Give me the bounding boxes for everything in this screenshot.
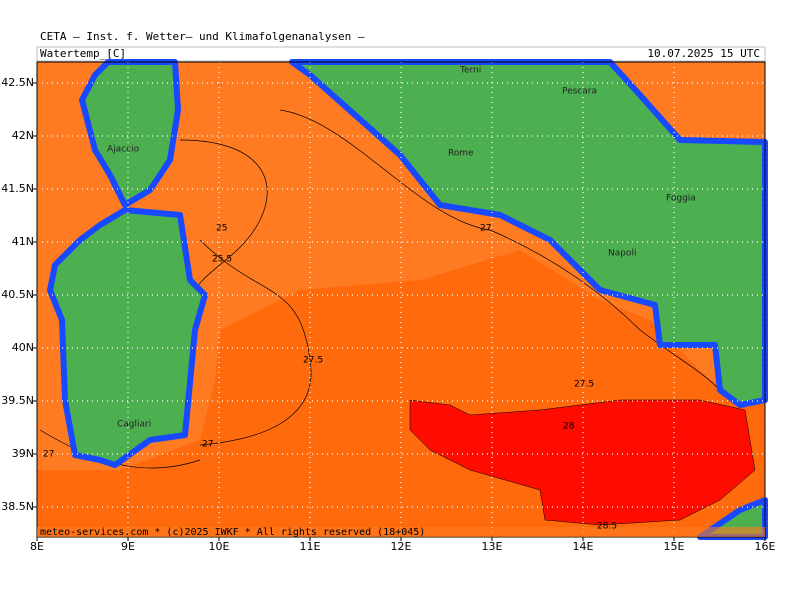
lon-tick-label: 15E [664, 540, 685, 553]
contour-label: 25 [216, 224, 227, 234]
lon-tick-label: 16E [755, 540, 776, 553]
footer-bar [37, 527, 765, 537]
lon-tick-label: 13E [482, 540, 503, 553]
adriatic [615, 62, 765, 138]
lat-tick-label: 42.5N [1, 76, 34, 89]
city: Rome [448, 149, 474, 159]
contour-label: 27.5 [574, 380, 594, 390]
lat-tick-label: 41.5N [1, 182, 34, 195]
city: Napoli [608, 249, 636, 259]
contour-label: 27 [202, 440, 213, 450]
lat-tick-label: 39.5N [1, 394, 34, 407]
city: Cagliari [117, 420, 151, 430]
lat-tick-label: 38.5N [1, 500, 34, 513]
lon-tick-label: 10E [209, 540, 230, 553]
city: Foggia [666, 194, 696, 204]
city: Ajaccio [107, 145, 140, 155]
adriatic-sea [615, 62, 765, 138]
lon-tick-label: 11E [300, 540, 321, 553]
corsica [79, 59, 181, 208]
lat-tick-label: 39N [12, 447, 34, 460]
contour-label: 28.5 [597, 522, 617, 532]
contour-label: 27 [43, 450, 54, 460]
city: Terni [459, 66, 481, 76]
footer: meteo-services.com * (c)2025 IWKF * All … [40, 527, 425, 538]
contour-label: 28 [563, 422, 575, 432]
lon-tick-label: 12E [391, 540, 412, 553]
map [37, 59, 768, 540]
lat-tick-label: 42N [12, 129, 34, 142]
field-name: Watertemp_[C] [40, 47, 126, 60]
header: CETA — Inst. f. Wetter— und Klimafolgena… [40, 30, 365, 43]
lon-tick-label: 8E [30, 540, 44, 553]
mainland [289, 59, 768, 408]
lon-tick-label: 14E [573, 540, 594, 553]
lat-tick-label: 40N [12, 341, 34, 354]
city: Pescara [562, 87, 597, 97]
contour-label: 27.5 [303, 356, 323, 366]
lat-tick-label: 41N [12, 235, 34, 248]
contour-label: 27 [480, 224, 491, 234]
contour-label: 25.5 [212, 255, 232, 265]
lat-tick-label: 40.5N [1, 288, 34, 301]
lon-tick-label: 9E [121, 540, 135, 553]
timestamp: 10.07.2025 15 UTC [647, 47, 760, 60]
